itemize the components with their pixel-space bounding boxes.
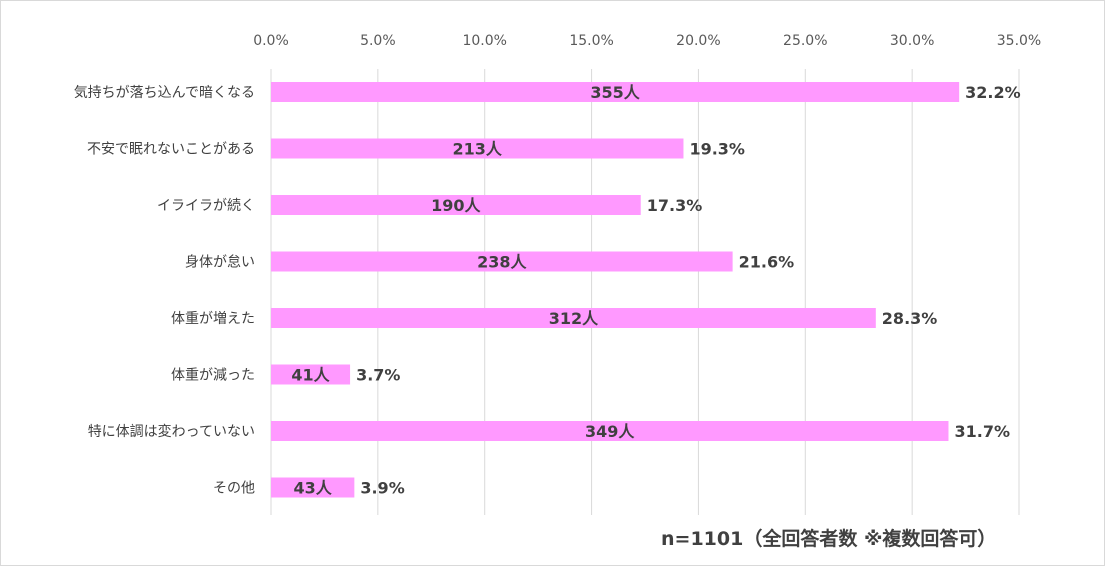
- bar-layer: [271, 82, 960, 498]
- bar: [271, 421, 949, 441]
- bar: [271, 138, 684, 159]
- category-label: 体重が減った: [171, 367, 255, 384]
- x-tick-label: 20.0%: [676, 33, 720, 49]
- count-label: 355人: [590, 83, 640, 102]
- x-tick-label: 30.0%: [890, 33, 934, 49]
- bar: [271, 364, 351, 385]
- category-label: 不安で眠れないことがある: [87, 142, 255, 158]
- count-label: 41人: [291, 366, 330, 385]
- bar: [271, 251, 733, 272]
- count-label: 238人: [477, 253, 527, 272]
- percent-label: 17.3%: [647, 196, 703, 215]
- x-tick-label: 0.0%: [253, 33, 289, 49]
- sample-size-note: n=1101（全回答者数 ※複数回答可）: [661, 528, 997, 550]
- percent-label: 31.7%: [954, 422, 1010, 441]
- count-label: 312人: [549, 309, 599, 328]
- x-tick-label: 25.0%: [783, 33, 827, 49]
- percent-label: 32.2%: [965, 83, 1021, 102]
- percent-label: 3.9%: [360, 479, 404, 498]
- category-label: 身体が怠い: [185, 255, 255, 271]
- bar: [271, 477, 355, 498]
- grid-layer: [270, 69, 1020, 515]
- x-tick-label: 10.0%: [462, 33, 506, 49]
- percent-label: 28.3%: [882, 309, 938, 328]
- percent-label: 21.6%: [739, 253, 795, 272]
- category-label: 特に体調は変わっていない: [88, 423, 255, 440]
- percent-label: 3.7%: [356, 366, 400, 385]
- count-label: 213人: [453, 140, 503, 159]
- x-tick-label: 15.0%: [569, 33, 613, 49]
- bar: [271, 308, 876, 328]
- percent-label: 19.3%: [689, 140, 745, 159]
- x-tick-label: 35.0%: [997, 33, 1041, 49]
- category-label: イライラが続く: [157, 197, 255, 214]
- x-tick-label: 5.0%: [360, 33, 396, 49]
- count-label: 190人: [431, 196, 481, 215]
- bar: [271, 82, 960, 102]
- category-label: その他: [213, 481, 255, 497]
- count-label: 349人: [585, 422, 635, 441]
- label-layer: 0.0% 5.0% 10.0% 15.0% 20.0% 25.0% 30.0% 35.0% 気持…: [74, 33, 1042, 498]
- category-label: 気持ちが落ち込んで暗くなる: [74, 85, 255, 101]
- bar: [271, 195, 641, 215]
- count-label: 43人: [294, 479, 333, 498]
- category-label: 体重が増えた: [171, 311, 255, 327]
